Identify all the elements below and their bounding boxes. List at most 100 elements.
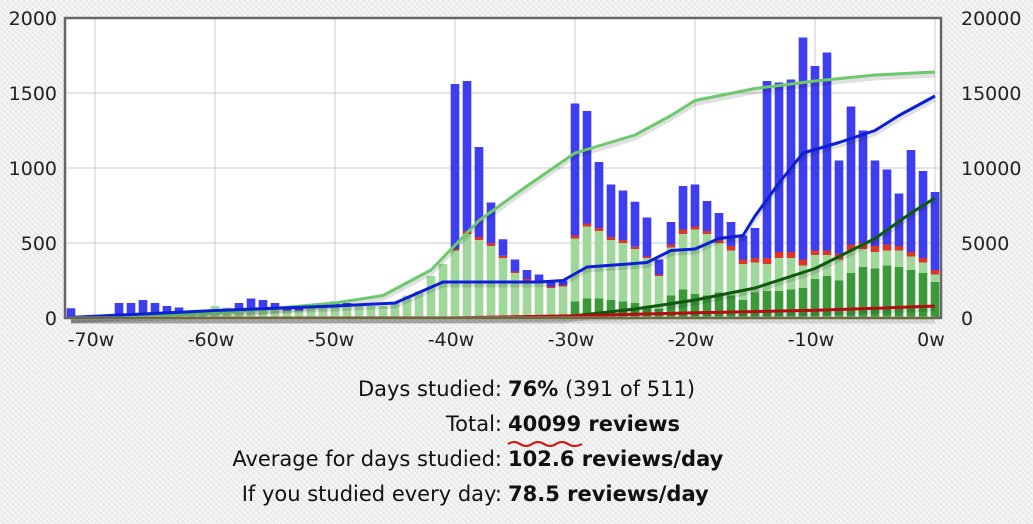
bar-mature [606,300,616,318]
bar-learn [162,306,172,314]
bar-learn [582,111,592,224]
stat-value: 102.6 reviews/day [508,447,724,471]
x-tick-label: -40w [428,329,475,351]
bar-learn [654,259,664,275]
bar-mature [642,306,652,318]
bar-learn [462,81,472,231]
bar-mature [846,273,856,318]
bar-relearn [510,271,520,273]
x-tick-label: -60w [188,329,235,351]
bar-young [642,258,652,306]
y-axis-left: 0 500 1000 1500 2000 [9,8,57,330]
bar-young [330,306,340,318]
bar-mature [690,294,700,318]
bar-learn [810,66,820,251]
bar-mature [594,298,604,318]
bar-learn [606,184,616,237]
bar-mature [870,268,880,318]
y-tick-label-left: 500 [21,233,57,255]
bar-young [906,256,916,270]
stat-label: If you studied every day: [241,482,502,506]
bar-young [786,258,796,290]
bar-learn [246,298,256,309]
bar-young [714,243,724,293]
bar-mature [798,288,808,318]
bar-relearn [774,252,784,258]
bar-learn [270,303,280,309]
bar-mature [930,282,940,318]
bar-mature [786,289,796,318]
bar-learn [294,307,304,311]
plot-frame [63,16,943,320]
bar-young [342,306,352,318]
bar-young [390,303,400,318]
bar-mature [762,291,772,318]
x-tick-label: -20w [668,329,715,351]
bar-young [558,286,568,318]
red-squiggle-underline [507,441,583,447]
bar-relearn [738,259,748,264]
stat-detail: reviews [581,412,681,436]
x-tick-label: -50w [308,329,355,351]
bar-young [882,250,892,266]
bar-mature [666,295,676,318]
bar-learn [474,147,484,237]
bar-learn [630,201,640,247]
stat-label: Total: [445,412,502,436]
bar-young [510,273,520,318]
bar-relearn [486,243,496,246]
stat-row-average-studied: Average for days studied: 102.6 reviews/… [0,442,1033,477]
bar-relearn [582,223,592,227]
bar-mature [822,276,832,318]
bar-young [354,304,364,318]
x-tick-label: -30w [548,329,595,351]
bar-relearn [786,252,796,258]
bar-learn [498,239,508,256]
bar-learn [930,192,940,270]
bar-relearn [654,274,664,276]
bar-young [918,262,928,273]
bar-young [618,243,628,302]
bar-young [678,234,688,290]
bar-relearn [846,244,856,251]
bar-learn [798,37,808,260]
bar-young [282,310,292,318]
bar-relearn [642,256,652,258]
line-shadow-cum_young [70,72,936,324]
bar-young [666,247,676,296]
stat-label: Average for days studied: [232,447,502,471]
bar-young [522,280,532,318]
bar-young [546,288,556,318]
bar-young [762,264,772,291]
stat-value: 76% [508,377,559,401]
bar-young [534,283,544,318]
bar-learn [510,259,520,272]
bar-relearn [714,240,724,243]
bar-relearn [546,286,556,288]
bar-learn [642,217,652,257]
bar-relearn [606,237,616,240]
bar-relearn [522,279,532,281]
bar-mature [582,298,592,318]
y-tick-label-right: 0 [961,308,973,330]
y-tick-label-right: 5000 [961,233,1009,255]
bar-relearn [678,229,688,234]
bar-young [606,240,616,300]
line-shadow-cum_mature [71,198,937,324]
bar-relearn [618,240,628,243]
bar-relearn [690,226,700,230]
bar-mature [906,270,916,318]
stat-value: 78.5 reviews/day [508,482,709,506]
bar-learn [138,300,148,314]
bar-relearn [894,246,904,251]
bar-young [870,252,880,269]
y-tick-label-left: 1000 [9,158,57,180]
bar-relearn [906,252,916,257]
y-tick-label-right: 10000 [961,158,1021,180]
bar-learn [66,308,76,318]
stat-row-average-every-day: If you studied every day: 78.5 reviews/d… [0,477,1033,512]
x-tick-label: 0w [917,329,945,351]
bar-young [690,229,700,294]
bar-mature [834,280,844,318]
bar-learn [858,130,868,243]
